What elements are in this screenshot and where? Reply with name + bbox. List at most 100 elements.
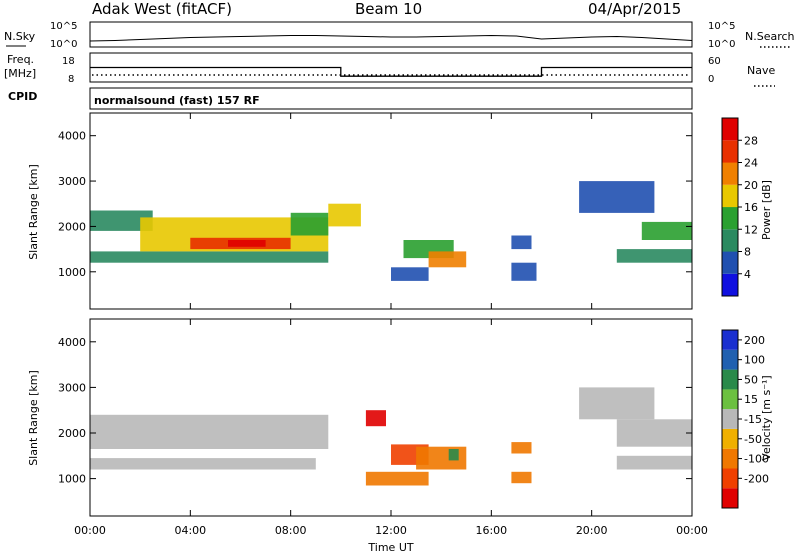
colorbar-swatch	[722, 389, 738, 410]
colorbar-swatch	[722, 349, 738, 370]
colorbar-swatch	[722, 184, 738, 208]
x-tick-label: 08:00	[275, 524, 307, 537]
noise-line	[89, 34, 693, 42]
data-cell	[579, 387, 655, 420]
data-cell	[448, 449, 459, 461]
power-y-ticks: 1000 2000 3000 4000	[58, 130, 692, 279]
data-cell	[511, 471, 532, 484]
noise-right-label: N.Search	[745, 30, 795, 43]
data-cell	[428, 251, 467, 268]
data-cell	[616, 419, 693, 447]
y-tick-label: 4000	[58, 130, 86, 143]
freq-left-label-1: Freq.	[7, 53, 34, 66]
data-cell	[328, 203, 361, 227]
x-axis: 00:00 04:00 08:00 12:00 16:00 20:00 00:00	[74, 113, 708, 537]
data-cell	[511, 235, 532, 250]
power-panel: 1000 2000 3000 4000 Slant Range [km]	[27, 112, 693, 310]
velocity-colorbar-tick-label: -100	[744, 453, 769, 466]
velocity-colorbar-tick-label: 200	[744, 334, 765, 347]
noise-left-tick-top: 10^5	[50, 21, 77, 32]
colorbar-swatch	[722, 140, 738, 163]
velocity-colorbar-tick-label: -15	[744, 413, 762, 426]
velocity-colorbar-tick-label: 100	[744, 354, 765, 367]
y-tick-label: 2000	[58, 427, 86, 440]
noise-left-tick-bottom: 10^0	[50, 39, 77, 50]
x-tick-label: 00:00	[74, 524, 106, 537]
cpid-label: CPID	[8, 90, 37, 103]
noise-left-label: N.Sky	[4, 30, 36, 43]
data-cell	[365, 471, 429, 486]
colorbar-swatch	[722, 488, 738, 508]
power-colorbar-tick-label: 4	[744, 268, 751, 281]
data-cell	[90, 210, 153, 231]
data-cell	[365, 410, 386, 427]
data-cell	[90, 414, 329, 449]
colorbar-swatch	[722, 162, 738, 185]
frequency-line	[90, 66, 692, 77]
power-colorbar-tick-label: 20	[744, 179, 758, 192]
frequency-panel: Freq. [MHz] 18 8 60 0 Nave	[4, 52, 775, 87]
y-tick-label: 2000	[58, 220, 86, 233]
colorbar-swatch	[722, 448, 738, 469]
freq-left-label-2: [MHz]	[4, 67, 36, 80]
colorbar-swatch	[722, 251, 738, 274]
power-cells	[90, 181, 693, 281]
colorbar-swatch	[722, 428, 738, 449]
colorbar-swatch	[722, 409, 738, 429]
site-title: Adak West (fitACF)	[92, 0, 232, 18]
colorbar-swatch	[722, 229, 738, 252]
velocity-colorbar-tick-label: -50	[744, 433, 762, 446]
freq-left-tick-bottom: 8	[68, 74, 74, 85]
date-label: 04/Apr/2015	[588, 0, 681, 18]
data-cell	[616, 249, 693, 263]
x-tick-label: 16:00	[475, 524, 507, 537]
velocity-panel: 1000 2000 3000 4000 Slant Range [km]	[27, 318, 693, 517]
x-tick-label: 20:00	[576, 524, 608, 537]
data-cell	[290, 212, 329, 236]
colorbar-swatch	[722, 207, 738, 230]
freq-right-tick-bottom: 0	[708, 74, 714, 85]
noise-right-tick-bottom: 10^0	[708, 39, 735, 50]
y-tick-label: 1000	[58, 473, 86, 486]
beam-label: Beam 10	[355, 0, 422, 18]
data-cell	[511, 442, 532, 454]
colorbar-swatch	[722, 273, 738, 297]
velocity-colorbar-label: Velocity [m s⁻¹]	[760, 375, 773, 460]
y-tick-label: 1000	[58, 266, 86, 279]
power-colorbar-tick-label: 24	[744, 157, 758, 170]
x-tick-label: 12:00	[375, 524, 407, 537]
y-tick-label: 3000	[58, 175, 86, 188]
x-axis-label: Time UT	[367, 541, 413, 554]
y-tick-label: 4000	[58, 336, 86, 349]
cpid-panel: CPID normalsound (fast) 157 RF	[8, 87, 693, 110]
data-cell	[416, 446, 467, 470]
noise-panel: N.Sky 10^5 10^0 10^5 10^0 N.Search	[4, 21, 795, 50]
cpid-mode: normalsound (fast) 157 RF	[94, 94, 260, 107]
data-cell	[228, 240, 266, 247]
power-colorbar-tick-label: 16	[744, 201, 758, 214]
nave-label: Nave	[747, 64, 775, 77]
velocity-y-ticks: 1000 2000 3000 4000	[58, 336, 692, 486]
noise-right-tick-top: 10^5	[708, 21, 735, 32]
data-cell	[90, 458, 316, 470]
colorbar-swatch	[722, 330, 738, 350]
data-cell	[579, 181, 655, 213]
data-cell	[511, 262, 537, 281]
x-tick-label: 04:00	[174, 524, 206, 537]
y-tick-label: 3000	[58, 381, 86, 394]
x-tick-label: 00:00	[676, 524, 708, 537]
freq-right-tick-top: 60	[708, 56, 721, 67]
power-colorbar-label: Power [dB]	[760, 180, 773, 240]
colorbar-swatch	[722, 118, 738, 141]
data-cell	[90, 251, 329, 263]
power-colorbar-tick-label: 8	[744, 246, 751, 259]
data-cell	[641, 221, 692, 240]
colorbar-swatch	[722, 468, 738, 489]
power-colorbar-tick-label: 28	[744, 134, 758, 147]
velocity-colorbar: 200 100 50 15 -15 -50 -100 -200 Velocity [m s⁻¹…	[721, 329, 773, 509]
freq-left-tick-top: 18	[62, 56, 75, 67]
power-colorbar: 4 8 12 16 20 24 28 Power [dB]	[721, 117, 773, 297]
power-y-axis-label: Slant Range [km]	[27, 164, 40, 260]
velocity-colorbar-tick-label: 50	[744, 373, 758, 386]
